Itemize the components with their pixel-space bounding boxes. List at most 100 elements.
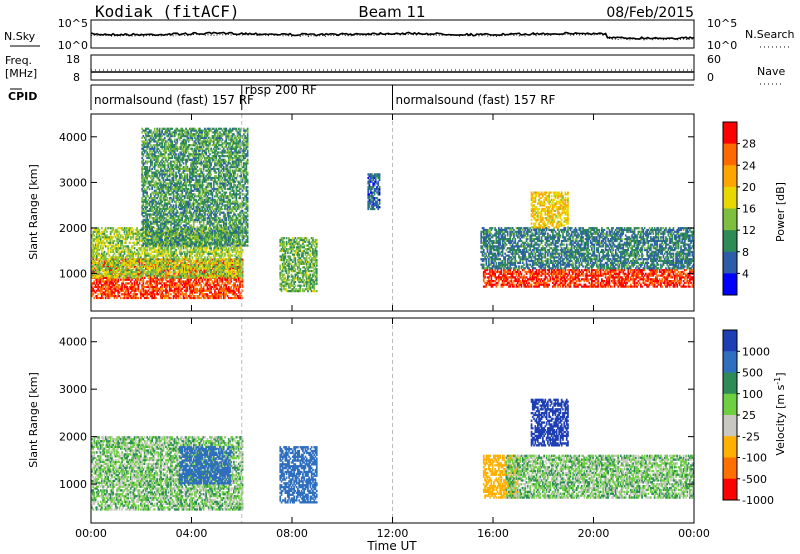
power-cell bbox=[109, 249, 112, 252]
power-cell bbox=[185, 284, 187, 287]
power-cell bbox=[156, 262, 158, 265]
power-cell bbox=[206, 270, 209, 274]
power-cell bbox=[106, 274, 108, 277]
power-cell bbox=[97, 289, 99, 292]
power-cell bbox=[129, 241, 132, 244]
power-cell bbox=[200, 262, 202, 265]
power-cell bbox=[199, 289, 201, 292]
power-cell bbox=[201, 259, 204, 263]
power-cell bbox=[111, 267, 113, 270]
power-cell bbox=[215, 285, 218, 289]
power-cell bbox=[146, 295, 148, 298]
power-cell bbox=[185, 254, 187, 257]
power-cell bbox=[92, 289, 94, 292]
power-cell bbox=[202, 293, 205, 296]
power-cell bbox=[165, 220, 167, 223]
power-cell bbox=[207, 259, 210, 263]
power-cell bbox=[162, 178, 165, 181]
power-cell bbox=[166, 256, 169, 259]
power-cell bbox=[123, 274, 126, 277]
power-cell bbox=[155, 236, 157, 239]
power-cell bbox=[197, 256, 200, 259]
freq-label-line2: [MHz] bbox=[5, 67, 37, 80]
power-cell bbox=[143, 140, 146, 143]
power-cell bbox=[151, 209, 153, 212]
power-cell bbox=[167, 153, 170, 156]
power-cell bbox=[170, 160, 172, 163]
power-cell bbox=[97, 228, 99, 232]
power-cell bbox=[111, 228, 113, 232]
power-cell bbox=[122, 272, 125, 275]
power-cell bbox=[109, 267, 112, 270]
power-cell bbox=[173, 270, 176, 274]
power-cell bbox=[152, 265, 155, 268]
power-cell bbox=[217, 291, 220, 294]
power-cell bbox=[207, 258, 210, 261]
power-cell bbox=[168, 182, 171, 185]
power-cell bbox=[192, 289, 195, 292]
power-cell bbox=[118, 250, 121, 253]
power-cell bbox=[160, 258, 162, 261]
power-cell bbox=[171, 156, 174, 160]
power-cell bbox=[146, 267, 148, 270]
power-cell bbox=[166, 186, 169, 189]
power-cell bbox=[137, 252, 140, 255]
power-cell bbox=[91, 273, 93, 276]
noise-tick-left-bottom: 10^0 bbox=[58, 39, 88, 52]
power-cell bbox=[227, 291, 230, 294]
power-cell bbox=[229, 291, 231, 294]
power-cell bbox=[160, 252, 162, 255]
power-cell bbox=[233, 285, 235, 289]
power-cell bbox=[235, 263, 238, 266]
power-cell bbox=[178, 258, 181, 261]
power-cell bbox=[155, 180, 157, 183]
power-cell bbox=[150, 258, 152, 261]
power-cell bbox=[141, 274, 143, 277]
power-cell bbox=[141, 235, 143, 238]
power-cell bbox=[168, 239, 171, 243]
power-cell bbox=[186, 282, 189, 285]
power-cell bbox=[142, 220, 145, 223]
power-cell bbox=[102, 278, 104, 281]
power-cell bbox=[152, 254, 155, 257]
power-cell bbox=[161, 144, 163, 147]
power-cell bbox=[102, 276, 104, 279]
power-cell bbox=[231, 293, 234, 296]
power-cell bbox=[165, 218, 167, 222]
power-cell bbox=[118, 252, 121, 255]
power-cell bbox=[148, 156, 151, 160]
power-cell bbox=[123, 245, 126, 248]
power-cell bbox=[155, 276, 157, 279]
power-cell bbox=[172, 209, 175, 212]
power-cell bbox=[163, 142, 166, 145]
power-cell bbox=[197, 284, 200, 287]
power-cell bbox=[185, 282, 187, 285]
power-cell bbox=[227, 269, 230, 272]
power-cell bbox=[145, 180, 147, 183]
power-cell bbox=[171, 171, 174, 174]
power-cell bbox=[202, 282, 205, 285]
power-cell bbox=[153, 175, 156, 178]
power-cell bbox=[166, 276, 169, 279]
power-cell bbox=[241, 282, 244, 285]
power-cell bbox=[116, 243, 118, 246]
power-cell bbox=[98, 260, 101, 263]
power-cell bbox=[112, 278, 115, 281]
power-cell bbox=[166, 198, 169, 201]
power-cell bbox=[104, 291, 107, 294]
power-cell bbox=[146, 261, 148, 264]
power-cell bbox=[112, 287, 115, 290]
power-cell bbox=[221, 267, 224, 270]
power-cell bbox=[161, 131, 163, 134]
power-cell bbox=[210, 262, 212, 265]
power-cell bbox=[206, 245, 209, 248]
power-cell bbox=[195, 263, 197, 266]
power-cell bbox=[141, 175, 143, 178]
power-cell bbox=[153, 211, 156, 214]
power-cell bbox=[206, 278, 209, 281]
power-cell bbox=[160, 275, 162, 278]
power-cell bbox=[217, 276, 220, 279]
power-cell bbox=[230, 285, 233, 289]
power-cell bbox=[108, 267, 111, 270]
power-cell bbox=[137, 232, 140, 235]
